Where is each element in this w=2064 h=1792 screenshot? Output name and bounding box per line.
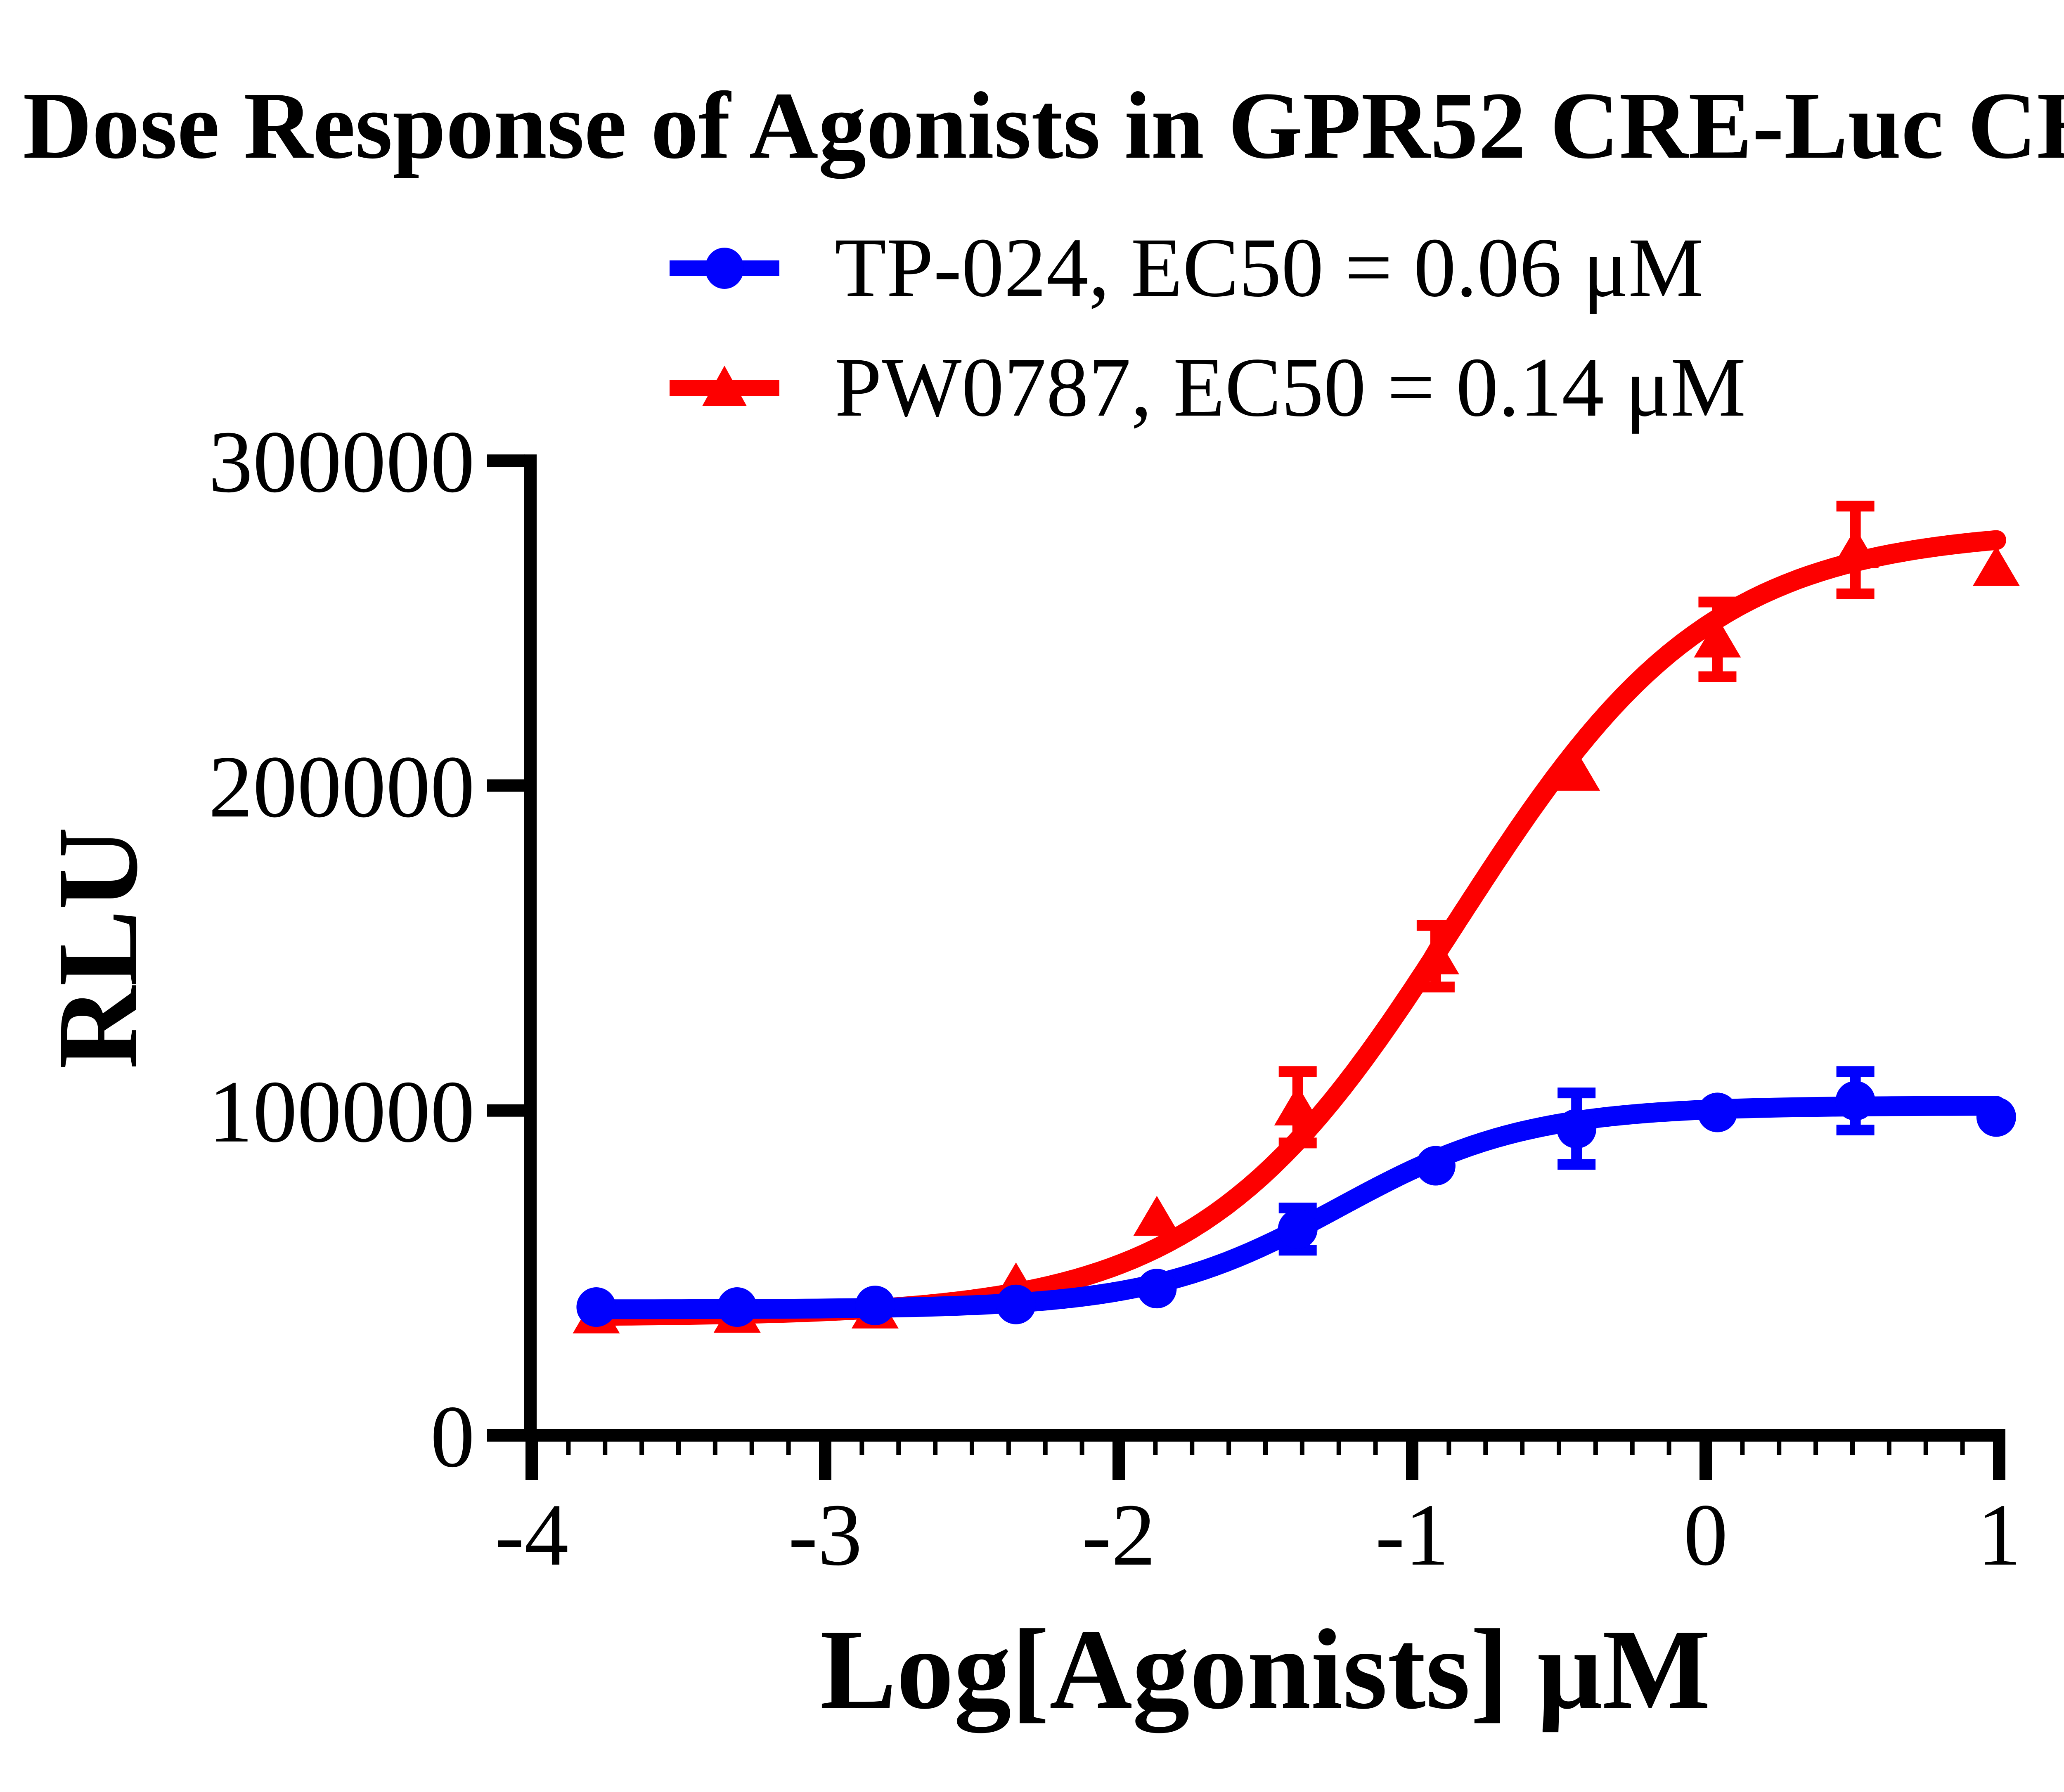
legend-item-label: PW0787, EC50 = 0.14 μM	[835, 340, 1746, 434]
y-tick-label: 300000	[208, 412, 475, 511]
data-point-triangle	[1553, 750, 1600, 791]
x-axis-label: Log[Agonists] μM	[820, 1606, 1711, 1735]
data-point-triangle	[1972, 546, 2020, 586]
plot-area	[573, 501, 2020, 1333]
data-point-triangle	[1832, 528, 1879, 568]
x-tick-label: -1	[1375, 1485, 1449, 1584]
x-tick-label: -3	[788, 1485, 862, 1584]
x-tick-label: 0	[1683, 1485, 1728, 1584]
legend-triangle-icon	[702, 366, 747, 406]
x-tick-label: -4	[495, 1485, 568, 1584]
data-point-circle	[1835, 1081, 1875, 1121]
y-tick-label: 100000	[208, 1062, 475, 1161]
legend: TP-024, EC50 = 0.06 μM PW0787, EC50 = 0.…	[670, 221, 1746, 434]
data-point-triangle	[1412, 934, 1459, 974]
data-point-triangle	[1274, 1085, 1321, 1125]
data-point-circle	[996, 1284, 1036, 1324]
legend-item-tp024: TP-024, EC50 = 0.06 μM	[670, 221, 1704, 314]
data-point-circle	[1697, 1092, 1737, 1132]
data-point-circle	[1278, 1209, 1318, 1249]
chart-title: Dose Response of Agonists in GPR52 CRE-L…	[23, 73, 2064, 179]
data-point-circle	[1976, 1097, 2016, 1137]
legend-item-pw0787: PW0787, EC50 = 0.14 μM	[670, 340, 1746, 434]
legend-item-label: TP-024, EC50 = 0.06 μM	[835, 221, 1704, 314]
y-axis-label: RLU	[34, 827, 161, 1069]
legend-circle-icon	[705, 248, 744, 289]
data-point-triangle	[1133, 1196, 1181, 1236]
data-point-circle	[1415, 1146, 1456, 1186]
data-point-circle	[1137, 1269, 1177, 1309]
x-tick-label: 1	[1977, 1485, 2021, 1584]
data-point-triangle	[1694, 617, 1741, 658]
fit-curve-pw0787	[586, 530, 2006, 1326]
series-tp-024	[576, 1066, 2016, 1327]
y-tick-label: 0	[431, 1387, 475, 1486]
x-tick-label: -2	[1082, 1485, 1155, 1584]
data-point-circle	[1557, 1109, 1597, 1149]
data-point-circle	[855, 1286, 895, 1326]
y-tick-label: 200000	[208, 737, 475, 836]
axes: -4 -3 -2 -1 0 1 0 100000 200000 300000	[208, 412, 2021, 1584]
data-point-circle	[717, 1287, 757, 1327]
data-point-circle	[576, 1287, 616, 1327]
